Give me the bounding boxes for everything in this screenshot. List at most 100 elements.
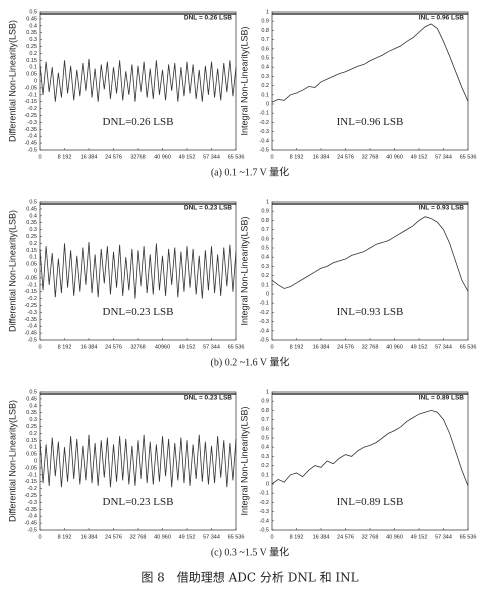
- y-tick-label: -0.45: [24, 331, 37, 337]
- y-tick-label: -0.2: [28, 296, 37, 302]
- annotation: DNL=0.23 LSB: [103, 496, 174, 508]
- x-tick-label: 24 576: [337, 534, 354, 540]
- x-tick-label: 24 576: [337, 154, 354, 160]
- x-tick-label: 24 576: [105, 344, 122, 350]
- figure-caption: 图 8 借助理想 ADC 分析 DNL 和 INL: [141, 570, 358, 585]
- y-tick-label: -0.15: [24, 99, 37, 105]
- box-label: DNL = 0.23 LSB: [184, 205, 232, 212]
- y-tick-label: -0.3: [28, 500, 37, 506]
- x-tick-label: 65 536: [228, 154, 245, 160]
- y-tick-label: 0.6: [261, 46, 269, 52]
- y-tick-label: -0.1: [28, 282, 37, 288]
- y-tick-label: -0.1: [260, 111, 269, 117]
- y-tick-label: -0.5: [260, 527, 269, 533]
- data-line: [39, 241, 237, 299]
- x-tick-label: 32 768: [362, 534, 379, 540]
- x-tick-label: 32 768: [130, 534, 147, 540]
- y-tick-label: -0.25: [24, 303, 37, 309]
- y-tick-label: 0.5: [261, 55, 269, 61]
- y-tick-label: 0: [266, 481, 269, 487]
- y-axis-label: Differential Non-Linearity(LSB): [7, 20, 17, 142]
- x-tick-label: 65 536: [228, 344, 245, 350]
- x-tick-label: 0: [38, 344, 41, 350]
- x-tick-label: 57 344: [435, 344, 452, 350]
- annotation: INL=0.89 LSB: [337, 496, 404, 508]
- x-tick-label: 40 960: [386, 534, 403, 540]
- x-tick-label: 16 384: [313, 154, 330, 160]
- y-tick-label: 0.8: [261, 408, 269, 414]
- y-tick-label: -0.15: [24, 479, 37, 485]
- y-tick-label: 0.6: [261, 426, 269, 432]
- y-tick-label: 0.7: [261, 37, 269, 43]
- y-tick-label: 0.15: [26, 58, 37, 64]
- y-tick-label: -0.5: [260, 337, 269, 343]
- y-tick-label: -0.35: [24, 317, 37, 323]
- y-tick-label: 0.4: [261, 445, 269, 451]
- x-tick-label: 16 384: [81, 344, 98, 350]
- x-tick-label: 65 536: [460, 534, 477, 540]
- y-tick-label: 0.35: [26, 30, 37, 36]
- y-tick-label: 0.25: [26, 424, 37, 430]
- x-tick-label: 32768: [130, 344, 145, 350]
- annotation: DNL=0.26 LSB: [103, 116, 174, 128]
- y-tick-label: 0.2: [29, 51, 37, 57]
- x-tick-label: 0: [270, 344, 273, 350]
- y-tick-label: 0.15: [26, 248, 37, 254]
- y-tick-label: 0.5: [261, 435, 269, 441]
- y-tick-label: 0.4: [261, 255, 269, 261]
- y-tick-label: 0.05: [26, 452, 37, 458]
- x-tick-label: 49 152: [179, 344, 196, 350]
- y-tick-label: -0.2: [260, 500, 269, 506]
- x-tick-label: 8 192: [290, 154, 304, 160]
- y-tick-label: 0: [34, 78, 37, 84]
- y-tick-label: -0.05: [24, 275, 37, 281]
- y-tick-label: -0.3: [260, 509, 269, 515]
- y-tick-label: 0.2: [29, 241, 37, 247]
- y-tick-label: 0.45: [26, 396, 37, 402]
- x-tick-label: 24 576: [105, 534, 122, 540]
- x-tick-label: 8 192: [58, 344, 72, 350]
- y-tick-label: 0.8: [261, 218, 269, 224]
- x-tick-label: 16 384: [81, 154, 98, 160]
- x-tick-label: 16 384: [313, 534, 330, 540]
- y-tick-label: -0.5: [28, 147, 37, 153]
- annotation: INL=0.96 LSB: [337, 116, 404, 128]
- y-tick-label: -0.4: [28, 134, 37, 140]
- y-tick-label: -0.4: [260, 138, 269, 144]
- y-tick-label: -0.25: [24, 493, 37, 499]
- y-tick-label: 0: [34, 268, 37, 274]
- y-tick-label: 0.8: [261, 28, 269, 34]
- y-tick-label: 0.05: [26, 72, 37, 78]
- y-tick-label: -0.35: [24, 127, 37, 133]
- y-tick-label: 0.4: [261, 65, 269, 71]
- box-label: DNL = 0.23 LSB: [184, 395, 232, 402]
- y-tick-label: 0.3: [261, 454, 269, 460]
- y-tick-label: -0.15: [24, 289, 37, 295]
- y-tick-label: 0.05: [26, 262, 37, 268]
- y-tick-label: -0.2: [260, 310, 269, 316]
- annotation: DNL=0.23 LSB: [103, 306, 174, 318]
- y-tick-label: 0.4: [29, 23, 37, 29]
- x-tick-label: 49 152: [411, 344, 428, 350]
- x-tick-label: 8 192: [58, 154, 72, 160]
- box-label: INL = 0.89 LSB: [419, 395, 465, 402]
- y-tick-label: -0.4: [260, 518, 269, 524]
- x-tick-label: 32 768: [362, 154, 379, 160]
- y-tick-label: 0.1: [261, 92, 269, 98]
- y-tick-label: 0.1: [29, 255, 37, 261]
- y-tick-label: 0.6: [261, 236, 269, 242]
- x-tick-label: 57 344: [435, 534, 452, 540]
- x-tick-label: 65 536: [228, 534, 245, 540]
- y-tick-label: 0.1: [261, 282, 269, 288]
- x-tick-label: 40 960: [386, 344, 403, 350]
- x-tick-label: 49 152: [179, 154, 196, 160]
- y-tick-label: -0.5: [28, 527, 37, 533]
- y-tick-label: 1: [266, 199, 269, 205]
- y-tick-label: 0: [266, 291, 269, 297]
- y-tick-label: -0.5: [260, 147, 269, 153]
- y-tick-label: -0.45: [24, 141, 37, 147]
- x-tick-label: 24 576: [337, 344, 354, 350]
- y-tick-label: -0.45: [24, 521, 37, 527]
- y-tick-label: -0.1: [260, 491, 269, 497]
- y-tick-label: -0.1: [28, 472, 37, 478]
